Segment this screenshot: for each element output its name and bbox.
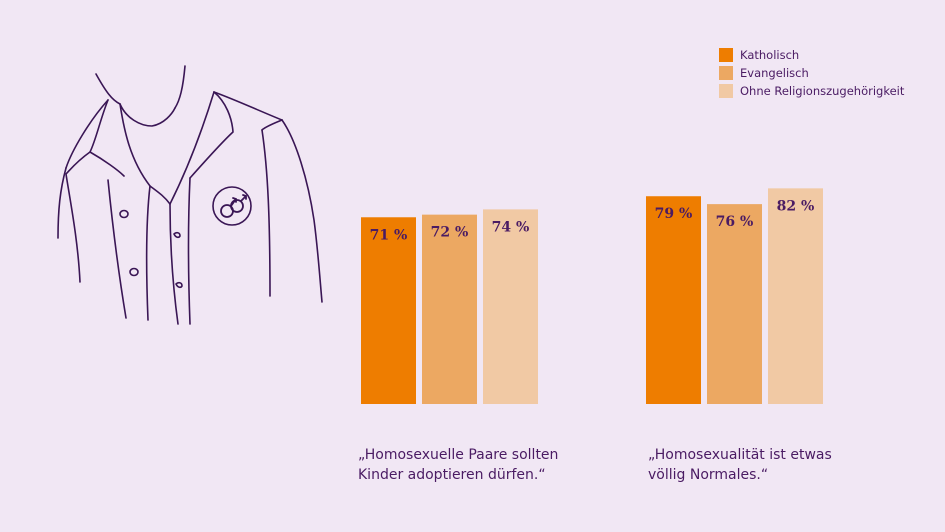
bar-label-adoption-katholisch: 71 % xyxy=(370,227,408,243)
bar-normal-katholisch xyxy=(646,196,701,404)
legend: Katholisch Evangelisch Ohne Religionszug… xyxy=(719,46,904,100)
legend-swatch-katholisch xyxy=(719,48,733,62)
caption-adoption-line-2: Kinder adoptieren dürfen.“ xyxy=(358,467,546,483)
caption-normal: „Homosexualität ist etwas völlig Normale… xyxy=(648,445,832,485)
caption-normal-line-1: „Homosexualität ist etwas xyxy=(648,447,832,463)
legend-item-ohne: Ohne Religionszugehörigkeit xyxy=(719,82,904,100)
legend-swatch-evangelisch xyxy=(719,66,733,80)
male-couple-badge-icon xyxy=(220,194,247,218)
bar-label-normal-katholisch: 79 % xyxy=(655,206,693,222)
bar-normal-ohne xyxy=(768,188,823,404)
bar-label-normal-ohne: 82 % xyxy=(777,198,815,214)
legend-label-ohne: Ohne Religionszugehörigkeit xyxy=(740,84,905,98)
legend-item-evangelisch: Evangelisch xyxy=(719,64,904,82)
bar-adoption-katholisch xyxy=(361,217,416,404)
legend-label-evangelisch: Evangelisch xyxy=(740,66,809,80)
caption-adoption: „Homosexuelle Paare sollten Kinder adopt… xyxy=(358,445,558,485)
legend-swatch-ohne xyxy=(719,84,733,98)
bar-label-adoption-ohne: 74 % xyxy=(492,219,530,235)
legend-item-katholisch: Katholisch xyxy=(719,46,904,64)
caption-normal-line-2: völlig Normales.“ xyxy=(648,467,769,483)
bar-label-adoption-evangelisch: 72 % xyxy=(431,225,469,241)
caption-adoption-line-1: „Homosexuelle Paare sollten xyxy=(358,447,559,463)
bar-label-normal-evangelisch: 76 % xyxy=(716,214,754,230)
bar-adoption-ohne xyxy=(483,209,538,404)
bar-normal-evangelisch xyxy=(707,204,762,404)
bar-adoption-evangelisch xyxy=(422,214,477,404)
legend-label-katholisch: Katholisch xyxy=(740,48,800,62)
